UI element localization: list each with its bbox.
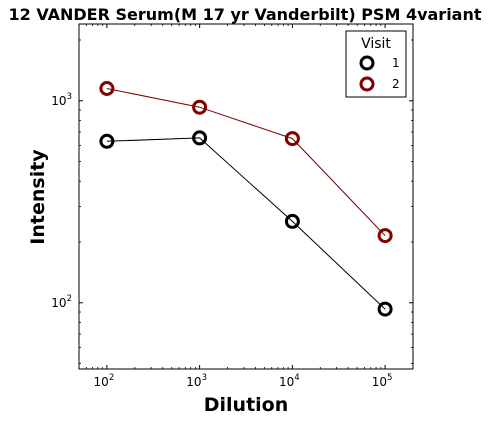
x-axis-label: Dilution <box>204 394 289 416</box>
data-point-series-1 <box>192 130 208 146</box>
data-point-series-1 <box>99 133 115 149</box>
minor-ticks <box>78 24 414 369</box>
data-point-series-1 <box>377 301 393 317</box>
chart-title: 12 VANDER Serum(M 17 yr Vanderbilt) PSM … <box>8 5 481 24</box>
x-tick-label: 104 <box>279 373 300 389</box>
x-tick-label: 105 <box>372 373 393 389</box>
legend-label-1: 1 <box>392 56 400 70</box>
series-line-2 <box>106 88 386 236</box>
data-point-series-2 <box>284 131 300 147</box>
tick-labels: 102 103 104 105 102 103 <box>51 92 392 389</box>
y-axis-label: Intensity <box>27 149 49 245</box>
x-tick-label: 103 <box>186 373 207 389</box>
data-point-series-1 <box>284 213 300 229</box>
series-line-1 <box>106 137 386 310</box>
major-ticks <box>79 24 413 369</box>
legend-title: Visit <box>361 36 391 52</box>
x-tick-label: 102 <box>94 373 115 389</box>
legend: Visit 1 2 <box>345 30 407 98</box>
series-points <box>99 81 393 317</box>
legend-frame <box>345 30 407 98</box>
data-point-series-2 <box>192 99 208 115</box>
y-tick-label: 103 <box>51 92 72 108</box>
legend-marker-1 <box>359 55 375 71</box>
data-point-series-2 <box>99 81 115 96</box>
y-tick-label: 102 <box>51 294 72 310</box>
legend-marker-2 <box>359 76 375 92</box>
series-lines <box>106 88 386 310</box>
data-point-series-2 <box>377 228 393 244</box>
legend-label-2: 2 <box>392 77 400 91</box>
